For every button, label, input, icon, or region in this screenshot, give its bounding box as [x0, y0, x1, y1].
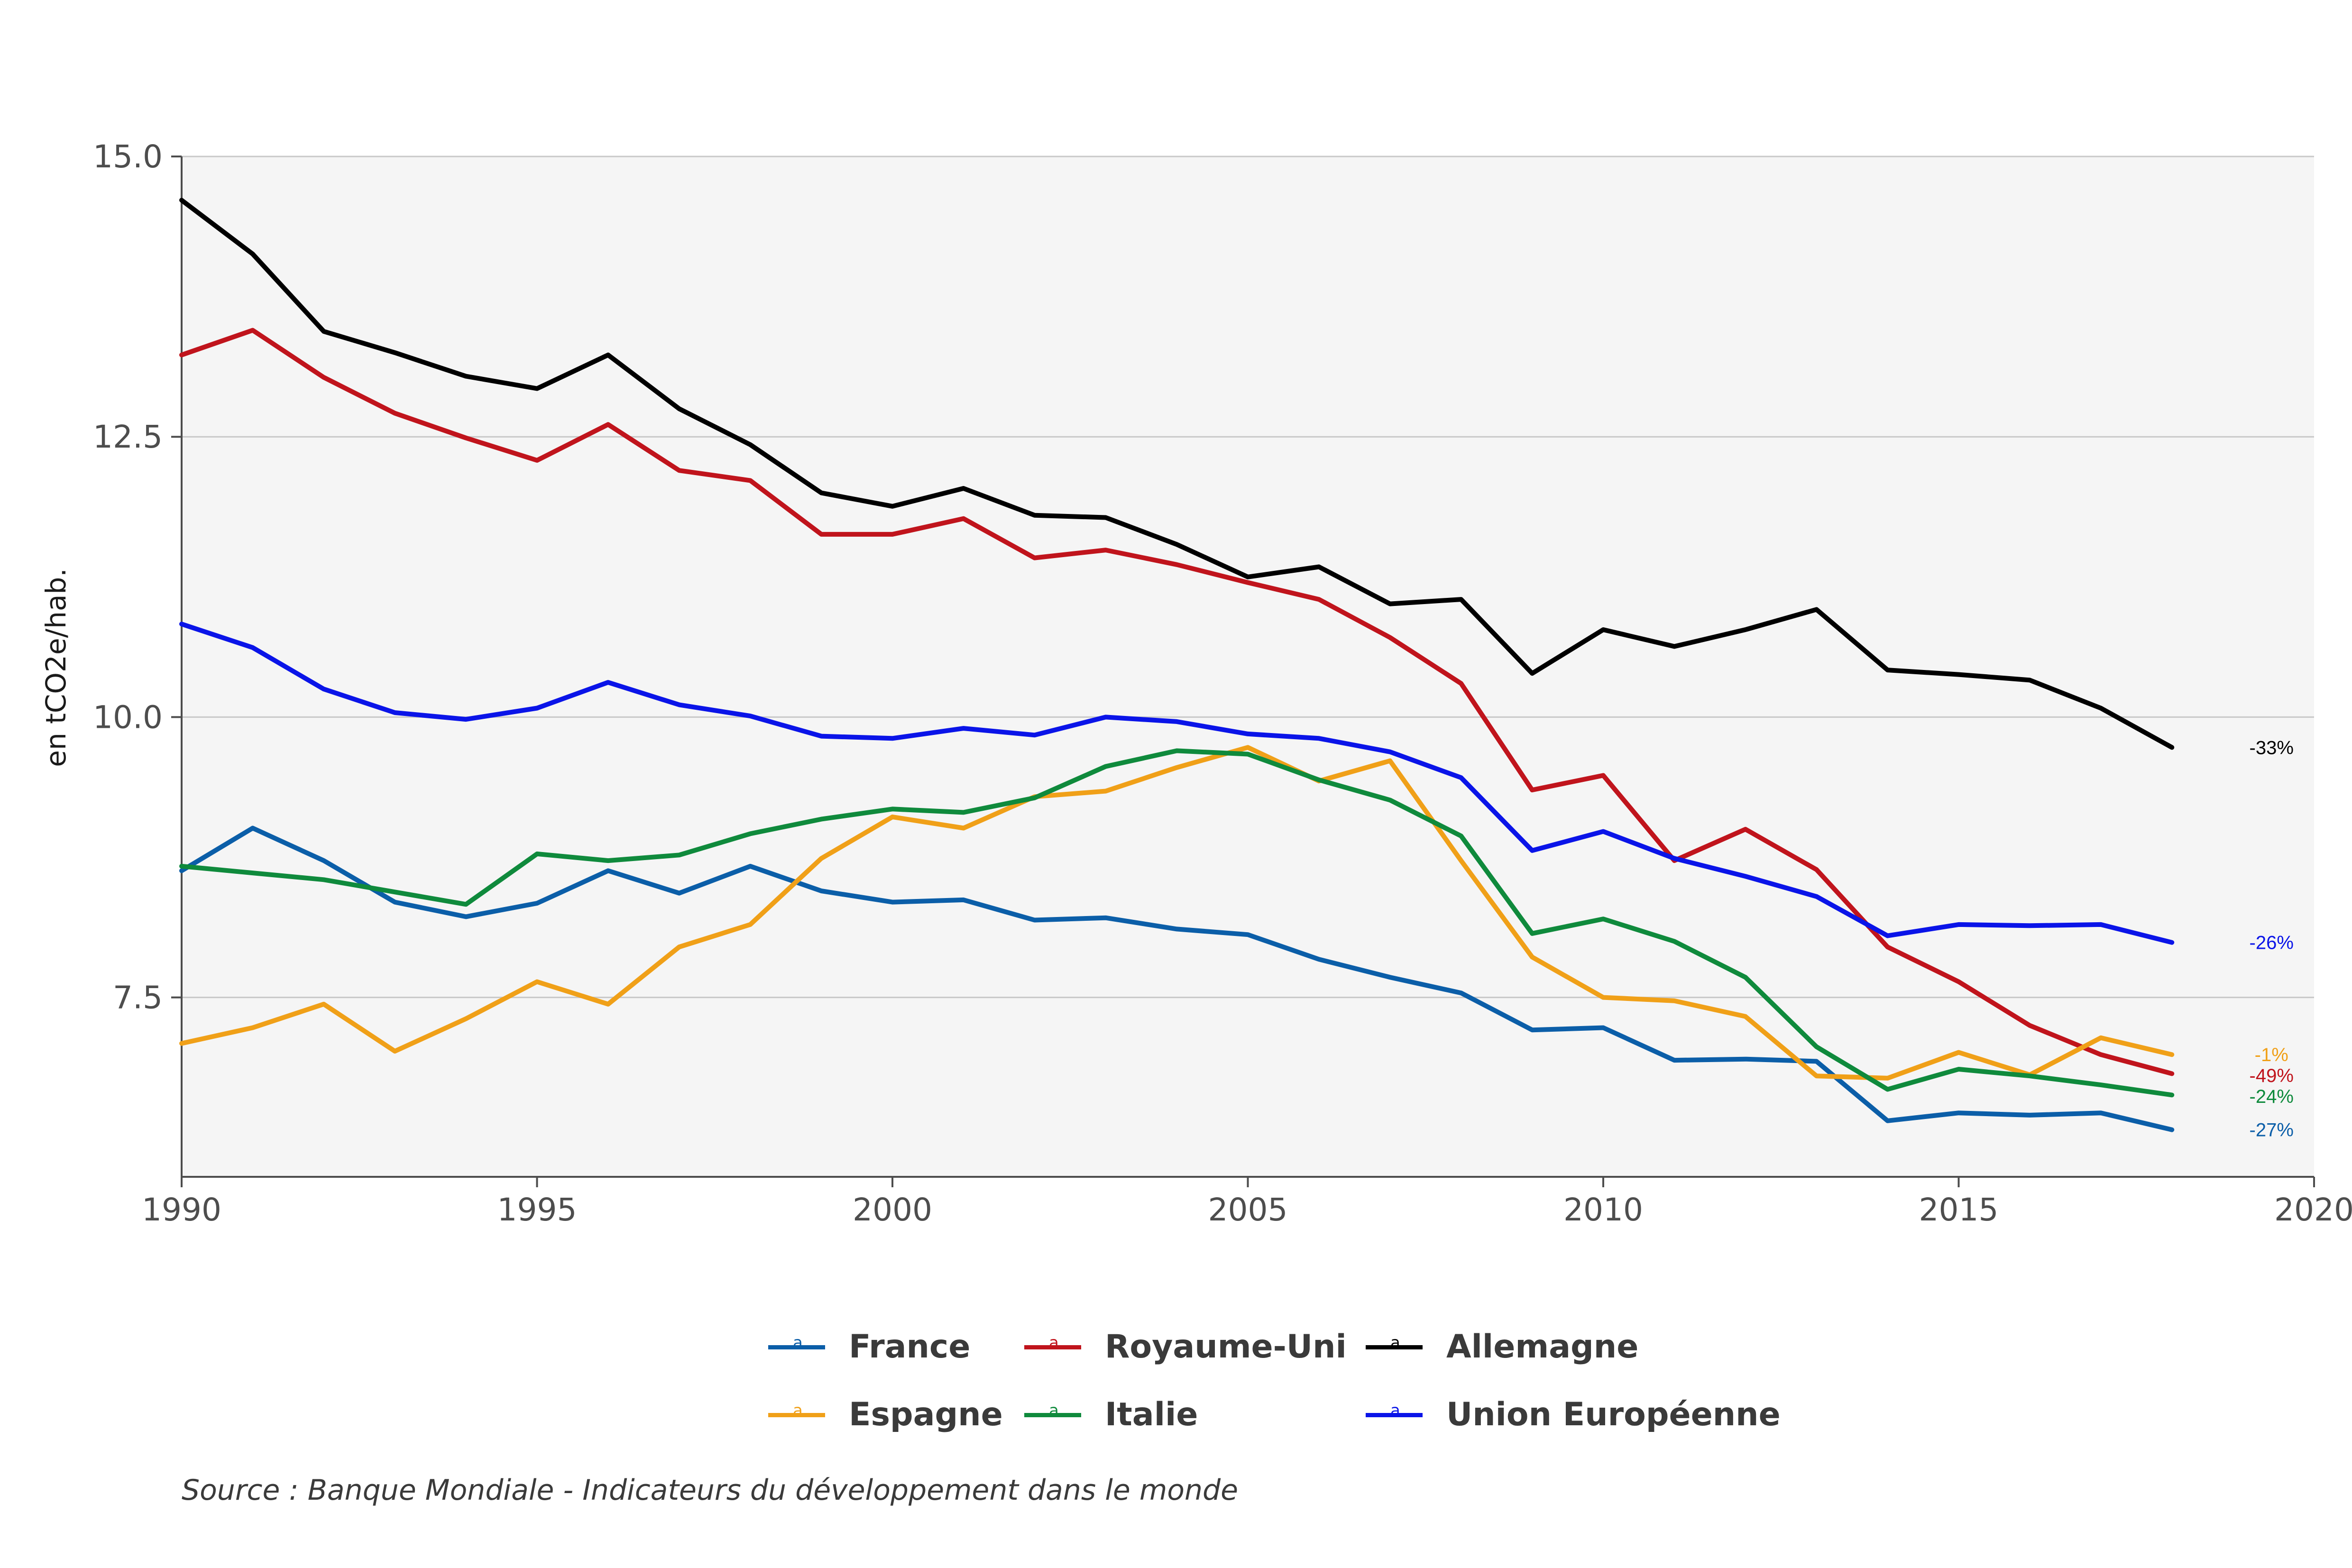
end-label-royaume-uni: -49% — [2250, 1065, 2294, 1086]
series-line-france — [179, 825, 2175, 1132]
y-tick-label: 10.0 — [93, 699, 163, 735]
legend-line-union-europeenne — [1366, 1413, 1423, 1417]
legend-item-allemagne: a Allemagne — [1366, 1328, 1638, 1366]
legend-label-france: France — [849, 1328, 971, 1366]
legend-glyph-italie: a — [1049, 1401, 1059, 1420]
legend-item-espagne: a Espagne — [768, 1395, 1003, 1433]
legend-item-france: a France — [768, 1328, 970, 1366]
legend-glyph-union-europeenne: a — [1390, 1401, 1400, 1420]
source-note: Source : Banque Mondiale - Indicateurs d… — [182, 1474, 1239, 1507]
legend-key-union-europeenne: a — [1366, 1395, 1423, 1433]
legend-line-france — [768, 1345, 825, 1349]
legend-label-union-europeenne: Union Européenne — [1446, 1395, 1781, 1433]
axes: 7.5 10.0 12.5 15.0 1990 1995 2000 2005 2010 2015 2… — [93, 138, 2352, 1228]
legend: a France a Royaume-Uni a Allemagne a Esp… — [768, 1328, 1811, 1470]
legend-line-royaume-uni — [1024, 1345, 1081, 1349]
series-lines — [179, 198, 2175, 1132]
series-line-royaume-uni — [179, 328, 2175, 1076]
x-tick-label: 1995 — [497, 1192, 577, 1228]
end-label-union-europeenne: -26% — [2250, 933, 2294, 954]
y-tick-label: 7.5 — [113, 980, 163, 1016]
plot-background — [182, 156, 2314, 1177]
legend-line-allemagne — [1366, 1345, 1423, 1349]
legend-glyph-royaume-uni: a — [1049, 1333, 1059, 1352]
end-label-allemagne: -33% — [2250, 737, 2294, 758]
x-tick-label: 2015 — [1919, 1192, 1999, 1228]
legend-item-royaume-uni: a Royaume-Uni — [1024, 1328, 1347, 1366]
legend-label-italie: Italie — [1105, 1395, 1198, 1433]
legend-item-italie: a Italie — [1024, 1395, 1198, 1433]
x-tick-label: 2005 — [1208, 1192, 1288, 1228]
legend-key-royaume-uni: a — [1024, 1328, 1081, 1366]
x-tick-label: 1990 — [142, 1192, 221, 1228]
y-axis-label: en tCO2e/hab. — [40, 568, 72, 767]
gridlines — [182, 156, 2314, 999]
end-label-espagne: -1% — [2255, 1045, 2288, 1065]
legend-key-espagne: a — [768, 1395, 825, 1433]
end-label-italie: -24% — [2250, 1086, 2294, 1107]
legend-item-union-europeenne: a Union Européenne — [1366, 1395, 1781, 1433]
legend-line-espagne — [768, 1413, 825, 1417]
legend-label-espagne: Espagne — [849, 1395, 1003, 1433]
legend-label-allemagne: Allemagne — [1446, 1328, 1639, 1366]
series-line-espagne — [179, 745, 2175, 1081]
series-line-union-europeenne — [179, 622, 2175, 945]
legend-glyph-france: a — [793, 1333, 803, 1352]
end-label-france: -27% — [2250, 1120, 2294, 1141]
series-line-italie — [179, 748, 2175, 1098]
x-tick-label: 2020 — [2274, 1192, 2352, 1228]
legend-line-italie — [1024, 1413, 1081, 1417]
legend-key-italie: a — [1024, 1395, 1081, 1433]
series-line-allemagne — [179, 198, 2175, 750]
legend-glyph-espagne: a — [793, 1401, 803, 1420]
legend-key-france: a — [768, 1328, 825, 1366]
legend-label-royaume-uni: Royaume-Uni — [1105, 1328, 1347, 1366]
y-tick-label: 12.5 — [93, 419, 163, 455]
end-labels: -33% -26% -1%-49%-24% -27% — [2250, 737, 2294, 1140]
legend-key-allemagne: a — [1366, 1328, 1423, 1366]
legend-glyph-allemagne: a — [1390, 1333, 1400, 1352]
x-tick-label: 2010 — [1563, 1192, 1643, 1228]
x-tick-label: 2000 — [853, 1192, 932, 1228]
y-tick-label: 15.0 — [93, 138, 163, 175]
